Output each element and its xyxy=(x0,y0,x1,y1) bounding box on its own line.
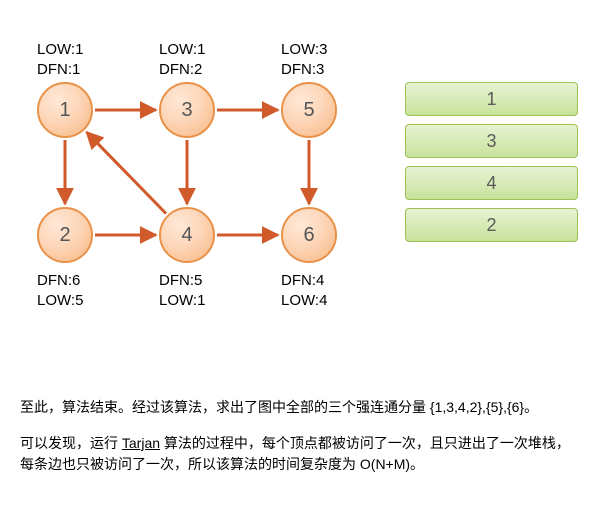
explanation-para-2: 可以发现，运行 Tarjan 算法的过程中，每个顶点都被访问了一次，且只进出了一… xyxy=(20,433,577,476)
node-annotation-bottom-4: DFN:5 LOW:1 xyxy=(159,271,205,310)
graph-node-4: 4 xyxy=(159,207,215,263)
edge-n4-n1 xyxy=(87,132,166,213)
node-annotation-top-1: LOW:1 DFN:1 xyxy=(37,40,83,79)
node-annotation-top-5: LOW:3 DFN:3 xyxy=(281,40,327,79)
algorithm-name: Tarjan xyxy=(122,435,160,451)
graph-node-2: 2 xyxy=(37,207,93,263)
graph-node-6: 6 xyxy=(281,207,337,263)
node-annotation-top-3: LOW:1 DFN:2 xyxy=(159,40,205,79)
diagram-area: 1 3 5 2 4 6 LOW:1 DFN:1 LOW:1 DFN:2 LOW:3 DFN:3… xyxy=(20,20,580,375)
node-annotation-bottom-2: DFN:6 LOW:5 xyxy=(37,271,83,310)
graph-node-3: 3 xyxy=(159,82,215,138)
graph-node-5: 5 xyxy=(281,82,337,138)
node-annotation-bottom-6: DFN:4 LOW:4 xyxy=(281,271,327,310)
graph-node-1: 1 xyxy=(37,82,93,138)
explanation-para-1: 至此，算法结束。经过该算法，求出了图中全部的三个强连通分量 {1,3,4,2},… xyxy=(20,397,577,419)
explanation-text: 至此，算法结束。经过该算法，求出了图中全部的三个强连通分量 {1,3,4,2},… xyxy=(20,397,577,476)
